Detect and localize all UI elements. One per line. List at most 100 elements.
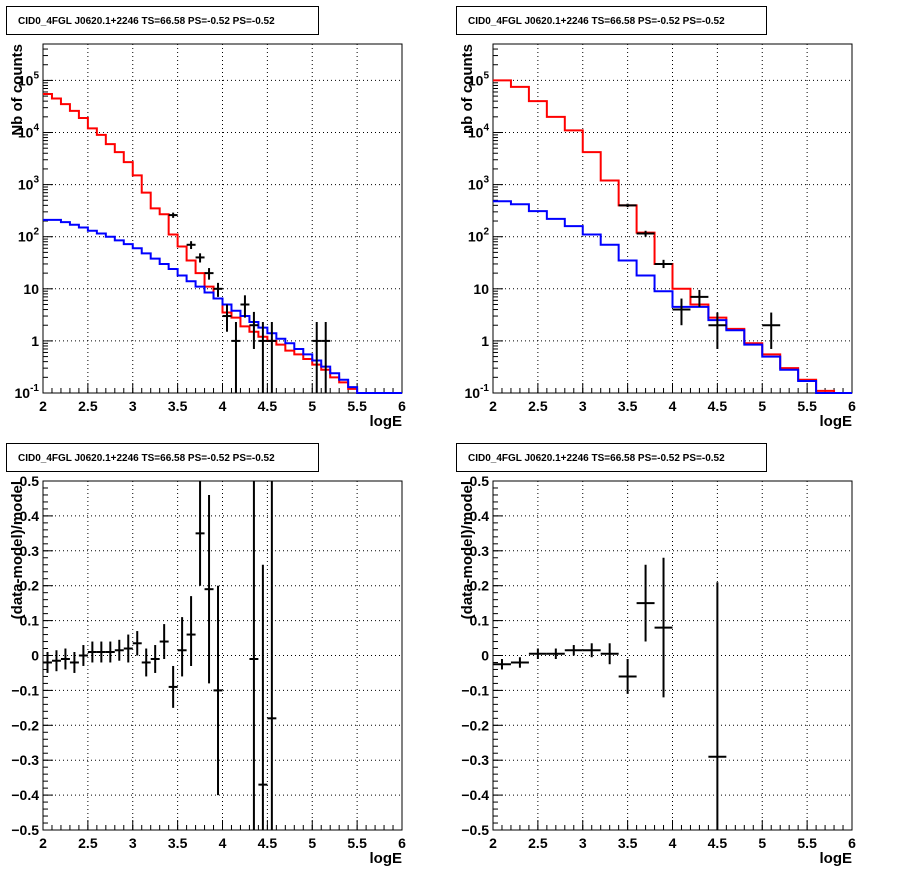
y-axis-label: (data-model)/model xyxy=(459,481,476,619)
data-point xyxy=(60,648,70,670)
x-tick-label: 5 xyxy=(758,398,766,414)
y-tick-base: 10 xyxy=(18,72,34,88)
data-point xyxy=(636,564,655,642)
x-tick-label: 3.5 xyxy=(168,835,188,851)
y-tick-label: 0.3 xyxy=(20,543,40,559)
title-box xyxy=(456,443,767,472)
x-tick-label: 4 xyxy=(669,398,677,414)
y-tick-exponent: 5 xyxy=(483,70,489,81)
chart-title: CID0_4FGL J0620.1+2246 TS=66.58 PS=-0.52… xyxy=(468,16,725,27)
data-point xyxy=(78,645,88,666)
x-tick-label: 5 xyxy=(308,398,316,414)
y-tick-label: −0.1 xyxy=(11,682,39,698)
y-tick-label: −0.3 xyxy=(461,752,489,768)
data-point xyxy=(654,557,673,698)
data-point xyxy=(204,268,214,280)
y-tick-base: 10 xyxy=(468,177,484,193)
x-axis-label: logE xyxy=(820,850,853,867)
x-tick-label: 2 xyxy=(489,398,497,414)
y-tick-base: 10 xyxy=(468,125,484,141)
data-point xyxy=(69,652,79,673)
y-axis-label: Nb of counts xyxy=(9,44,26,136)
x-tick-label: 2 xyxy=(39,398,47,414)
x-tick-label: 2.5 xyxy=(78,398,98,414)
y-tick-exponent: 3 xyxy=(483,175,489,186)
histogram-series-1 xyxy=(493,79,852,394)
data-point xyxy=(177,617,187,677)
y-tick-label: 10 xyxy=(473,281,489,297)
data-point xyxy=(267,322,277,393)
x-tick-label: 4 xyxy=(219,835,227,851)
data-point xyxy=(636,230,655,237)
x-tick-label: 5 xyxy=(758,835,766,851)
data-point xyxy=(213,282,223,297)
data-point xyxy=(123,634,133,663)
x-tick-label: 5 xyxy=(308,835,316,851)
chart-title: CID0_4FGL J0620.1+2246 TS=66.58 PS=-0.52… xyxy=(18,16,275,27)
y-tick-label: 0.5 xyxy=(20,473,40,489)
y-tick-label: −0.2 xyxy=(461,717,489,733)
y-tick-label: 0.2 xyxy=(20,578,40,594)
y-tick-base: 10 xyxy=(18,125,34,141)
y-tick-label: 10-1 xyxy=(465,383,490,401)
chart-panel-4: CID0_4FGL J0620.1+2246 TS=66.58 PS=-0.52… xyxy=(456,443,856,867)
y-tick-exponent: 3 xyxy=(33,175,39,186)
y-tick-label: 102 xyxy=(18,227,40,245)
data-point xyxy=(195,253,205,263)
x-tick-label: 4.5 xyxy=(258,835,278,851)
y-tick-label: 0.2 xyxy=(470,578,490,594)
data-point xyxy=(510,657,529,668)
data-point xyxy=(43,652,52,673)
y-tick-label: 105 xyxy=(468,70,490,88)
data-point xyxy=(528,648,547,659)
y-tick-label: 10-1 xyxy=(15,383,40,401)
data-point xyxy=(159,624,169,659)
data-point xyxy=(618,658,637,694)
y-tick-exponent: -1 xyxy=(480,383,489,394)
y-tick-label: 0.4 xyxy=(20,508,40,524)
data-point xyxy=(240,295,250,318)
y-tick-base: 10 xyxy=(468,72,484,88)
data-point xyxy=(654,259,673,269)
x-tick-label: 6 xyxy=(848,835,856,851)
x-tick-label: 4 xyxy=(669,835,677,851)
y-tick-label: 104 xyxy=(18,123,40,141)
y-tick-label: 0.5 xyxy=(470,473,490,489)
y-tick-base: 10 xyxy=(465,385,481,401)
y-tick-base: 10 xyxy=(18,177,34,193)
x-tick-label: 5.5 xyxy=(347,398,367,414)
data-point xyxy=(258,564,268,830)
chart-panel-2: CID0_4FGL J0620.1+2246 TS=66.58 PS=-0.52… xyxy=(456,6,856,430)
x-tick-label: 2.5 xyxy=(78,835,98,851)
x-tick-label: 4.5 xyxy=(708,835,728,851)
y-tick-base: 10 xyxy=(18,229,34,245)
data-point xyxy=(312,322,322,393)
data-point xyxy=(708,312,727,349)
chart-panel-1: CID0_4FGL J0620.1+2246 TS=66.58 PS=-0.52… xyxy=(6,6,406,430)
y-tick-exponent: 2 xyxy=(33,227,39,238)
y-tick-label: −0.4 xyxy=(11,787,39,803)
y-tick-exponent: 4 xyxy=(483,123,489,134)
x-tick-label: 4 xyxy=(219,398,227,414)
data-point xyxy=(267,481,277,830)
data-point xyxy=(132,631,142,656)
chart-panel-3: CID0_4FGL J0620.1+2246 TS=66.58 PS=-0.52… xyxy=(6,443,406,867)
data-point xyxy=(96,641,106,663)
x-tick-label: 3 xyxy=(129,835,137,851)
data-point xyxy=(222,304,232,332)
y-tick-label: −0.3 xyxy=(11,752,39,768)
data-point xyxy=(168,212,178,218)
y-tick-label: 102 xyxy=(468,227,490,245)
y-tick-label: 0.4 xyxy=(470,508,490,524)
data-point xyxy=(186,596,196,666)
data-point xyxy=(690,289,709,307)
x-tick-label: 5.5 xyxy=(347,835,367,851)
y-tick-exponent: 4 xyxy=(33,123,39,134)
y-tick-label: 104 xyxy=(468,123,490,141)
data-point xyxy=(231,322,241,393)
y-tick-label: −0.1 xyxy=(461,682,489,698)
y-tick-label: 103 xyxy=(18,175,40,193)
x-tick-label: 5.5 xyxy=(797,835,817,851)
y-tick-label: 10 xyxy=(23,281,39,297)
data-point xyxy=(493,658,511,670)
